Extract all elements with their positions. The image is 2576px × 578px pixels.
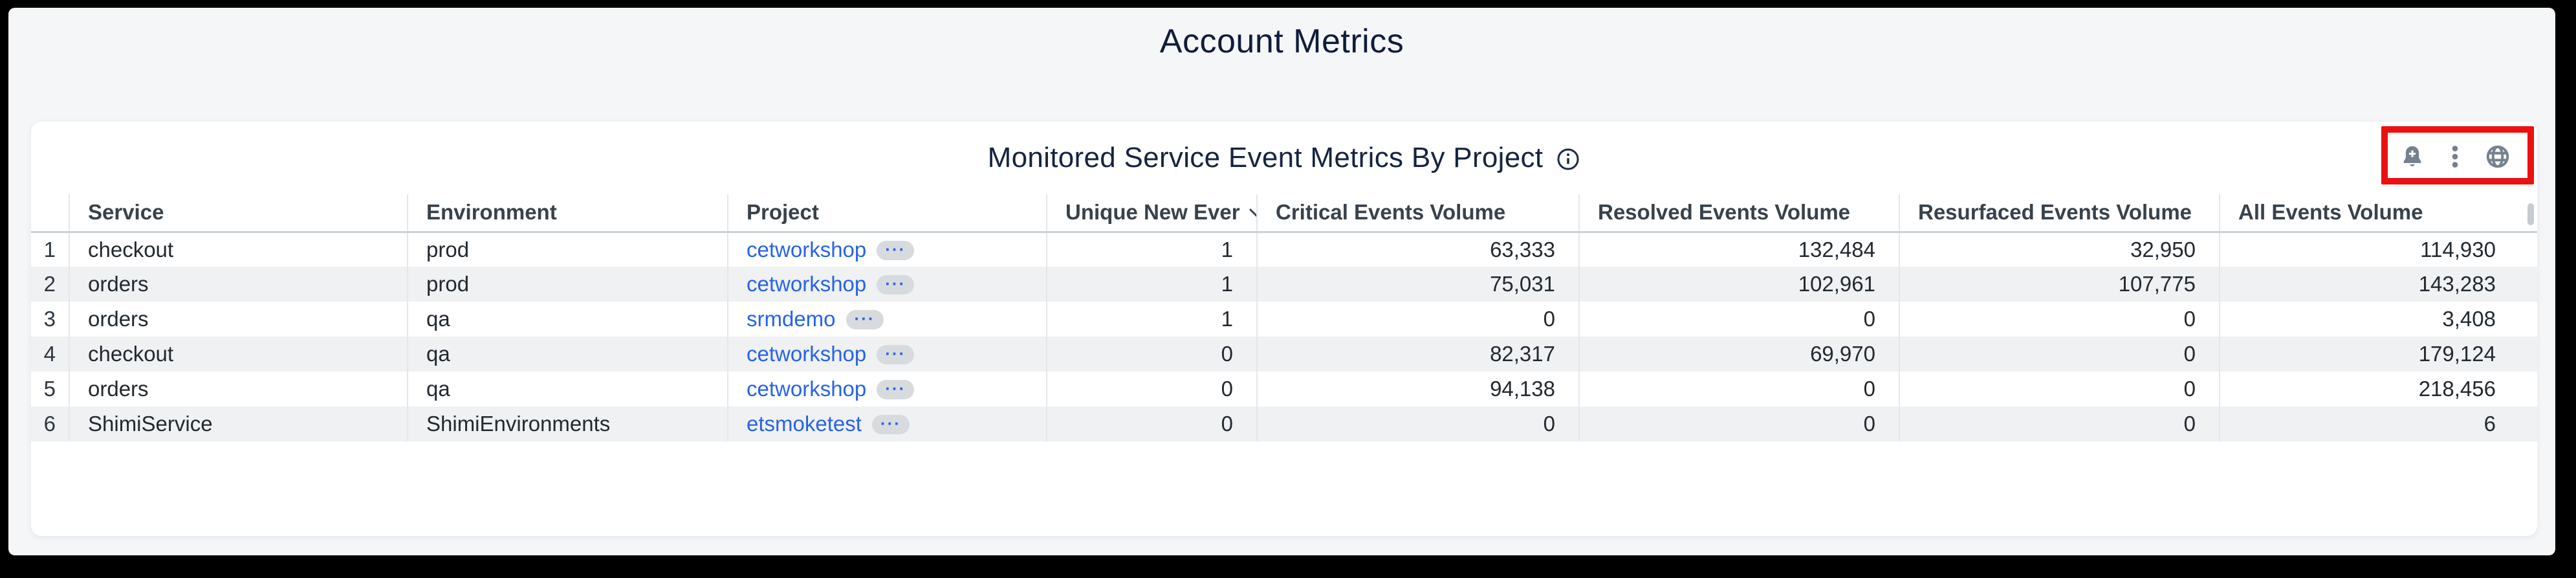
cell-service: orders — [69, 372, 408, 406]
project-link[interactable]: cetworkshop — [747, 237, 867, 261]
header-all-events[interactable]: All Events Volume — [2219, 194, 2537, 233]
cell-unique-new-ever: 1 — [1046, 302, 1257, 337]
cell-project: etsmoketest ··· — [727, 406, 1047, 441]
cell-resolved: 132,484 — [1578, 232, 1899, 267]
panel-header: Monitored Service Event Metrics By Proje… — [31, 122, 2537, 194]
table-row: 5 orders qa cetworkshop ··· 0 94,138 0 0 … — [31, 372, 2537, 406]
cell-environment: prod — [407, 267, 728, 302]
project-overflow-pill[interactable]: ··· — [846, 310, 884, 329]
cell-unique-new-ever: 0 — [1046, 337, 1257, 372]
project-link[interactable]: cetworkshop — [747, 377, 867, 401]
cell-environment: ShimiEnvironments — [407, 406, 728, 441]
cell-all-events: 6 — [2219, 406, 2537, 441]
cell-resurfaced: 0 — [1899, 406, 2220, 441]
table-header-row: Service Environment Project Unique New E… — [31, 194, 2537, 233]
table-row: 3 orders qa srmdemo ··· 1 0 0 0 3,408 — [31, 302, 2537, 337]
header-environment[interactable]: Environment — [407, 194, 728, 233]
cell-environment: prod — [407, 232, 728, 267]
cell-environment: qa — [407, 372, 728, 406]
cell-project: cetworkshop ··· — [727, 337, 1047, 372]
project-link[interactable]: etsmoketest — [747, 412, 862, 436]
row-number: 2 — [43, 272, 56, 296]
cell-resurfaced: 0 — [1899, 302, 2220, 337]
row-number: 4 — [43, 342, 56, 366]
metrics-table: Service Environment Project Unique New E… — [31, 194, 2537, 441]
cell-critical: 0 — [1256, 302, 1579, 337]
cell-environment: qa — [407, 337, 728, 372]
page-title: Account Metrics — [1159, 23, 1404, 60]
cell-resurfaced: 107,775 — [1899, 267, 2220, 302]
cell-critical: 63,333 — [1256, 232, 1579, 267]
sort-chevron-down-icon — [1249, 208, 1257, 218]
panel-title: Monitored Service Event Metrics By Proje… — [987, 142, 1544, 173]
metrics-panel-card: Monitored Service Event Metrics By Proje… — [31, 122, 2537, 536]
project-link[interactable]: cetworkshop — [747, 342, 867, 366]
panel-action-toolbar — [2400, 142, 2510, 171]
vertical-dots-menu-icon[interactable] — [2443, 144, 2467, 170]
cell-all-events: 114,930 — [2219, 232, 2537, 267]
cell-service: checkout — [69, 232, 408, 267]
header-critical-events[interactable]: Critical Events Volume — [1256, 194, 1579, 233]
cell-resurfaced: 32,950 — [1899, 232, 2220, 267]
cell-critical: 75,031 — [1256, 267, 1579, 302]
cell-critical: 82,317 — [1256, 337, 1579, 372]
cell-resolved: 0 — [1578, 302, 1899, 337]
info-circle-icon[interactable] — [1556, 147, 1580, 172]
cell-unique-new-ever: 1 — [1046, 267, 1257, 302]
table-row: 4 checkout qa cetworkshop ··· 0 82,317 69… — [31, 337, 2537, 372]
header-resolved-events[interactable]: Resolved Events Volume — [1578, 194, 1899, 233]
cell-service: orders — [69, 302, 408, 337]
header-service[interactable]: Service — [69, 194, 408, 233]
project-overflow-pill[interactable]: ··· — [877, 345, 915, 364]
cell-project: cetworkshop ··· — [727, 232, 1047, 267]
cell-unique-new-ever: 0 — [1046, 406, 1257, 441]
cell-critical: 0 — [1256, 406, 1579, 441]
project-overflow-pill[interactable]: ··· — [877, 275, 915, 295]
cell-unique-new-ever: 0 — [1046, 372, 1257, 406]
cell-resolved: 0 — [1578, 406, 1899, 441]
row-number: 6 — [43, 412, 56, 436]
table-row: 1 checkout prod cetworkshop ··· 1 63,333 … — [31, 232, 2537, 267]
cell-all-events: 3,408 — [2219, 302, 2537, 337]
header-resurfaced-events[interactable]: Resurfaced Events Volume — [1899, 194, 2220, 233]
cell-unique-new-ever: 1 — [1046, 232, 1257, 267]
cell-project: cetworkshop ··· — [727, 267, 1047, 302]
cell-all-events: 179,124 — [2219, 337, 2537, 372]
cell-all-events: 218,456 — [2219, 372, 2537, 406]
row-number: 3 — [43, 307, 56, 331]
cell-service: orders — [69, 267, 408, 302]
header-rownum — [31, 194, 69, 233]
table-row: 6 ShimiService ShimiEnvironments etsmoke… — [31, 406, 2537, 441]
cell-resurfaced: 0 — [1899, 337, 2220, 372]
cell-service: checkout — [69, 337, 408, 372]
header-unique-new-ever[interactable]: Unique New Ever — [1046, 194, 1257, 233]
header-project[interactable]: Project — [727, 194, 1047, 233]
bell-plus-monitor-icon[interactable] — [2400, 144, 2425, 170]
cell-project: cetworkshop ··· — [727, 372, 1047, 406]
vertical-scrollbar-thumb[interactable] — [2527, 203, 2534, 225]
cell-environment: qa — [407, 302, 728, 337]
globe-icon[interactable] — [2485, 144, 2510, 170]
project-link[interactable]: srmdemo — [747, 307, 836, 331]
project-overflow-pill[interactable]: ··· — [877, 240, 915, 260]
cell-resolved: 69,970 — [1578, 337, 1899, 372]
cell-project: srmdemo ··· — [727, 302, 1047, 337]
row-number: 1 — [43, 237, 56, 261]
project-overflow-pill[interactable]: ··· — [877, 380, 915, 399]
cell-service: ShimiService — [69, 406, 408, 441]
cell-resolved: 0 — [1578, 372, 1899, 406]
row-number: 5 — [43, 377, 56, 401]
table-row: 2 orders prod cetworkshop ··· 1 75,031 10… — [31, 267, 2537, 302]
cell-resurfaced: 0 — [1899, 372, 2220, 406]
project-overflow-pill[interactable]: ··· — [871, 415, 910, 434]
dashboard-viewport: Account Metrics Monitored Service Event … — [8, 8, 2555, 555]
cell-resolved: 102,961 — [1578, 267, 1899, 302]
cell-all-events: 143,283 — [2219, 267, 2537, 302]
cell-critical: 94,138 — [1256, 372, 1579, 406]
project-link[interactable]: cetworkshop — [747, 272, 867, 296]
